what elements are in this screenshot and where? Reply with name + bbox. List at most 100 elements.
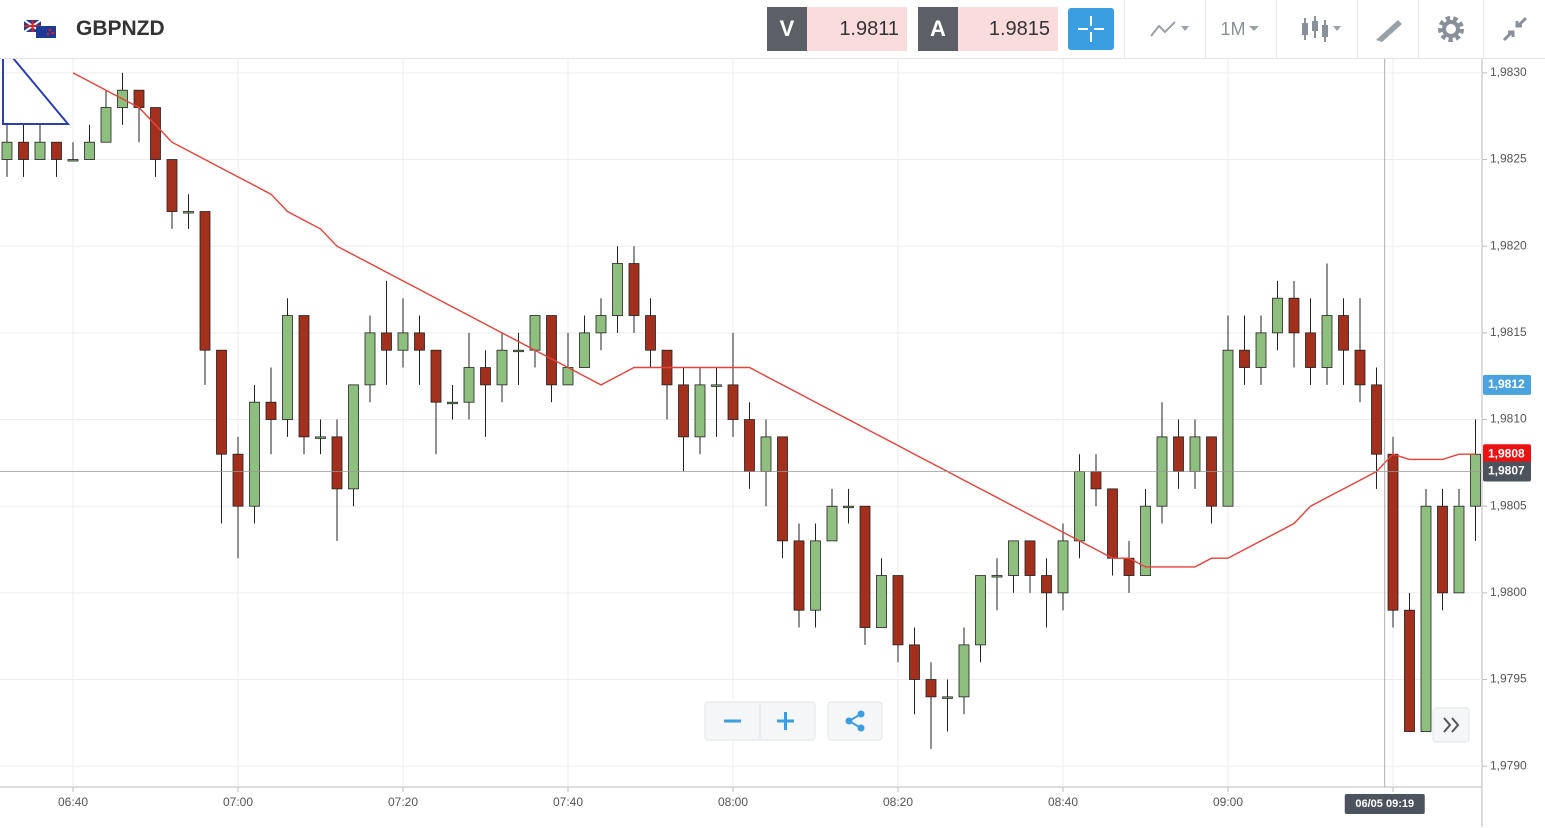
- candle-body: [364, 332, 376, 386]
- candle-body: [1173, 436, 1184, 472]
- candle-body: [1288, 297, 1300, 334]
- candle-body: [909, 644, 920, 680]
- candle-body: [199, 211, 211, 351]
- candle-body: [1404, 609, 1415, 732]
- candle-body: [859, 505, 871, 628]
- candle-body: [282, 315, 293, 420]
- bid-label: V: [767, 7, 807, 51]
- price-marker-label: 1,9808: [1488, 446, 1525, 460]
- candle-body: [232, 453, 244, 507]
- candle-body: [991, 575, 1003, 578]
- y-tick-label: 1,9825: [1490, 152, 1527, 166]
- timeframe-button[interactable]: 1M: [1205, 0, 1276, 58]
- candle-body: [595, 315, 607, 334]
- x-tick-label: 07:20: [388, 795, 418, 809]
- candle-body: [1255, 332, 1267, 368]
- chart-type-button[interactable]: [1124, 0, 1205, 58]
- candle-body: [810, 540, 821, 611]
- candle-body: [414, 332, 425, 351]
- bid-box[interactable]: V 1.9811: [767, 7, 907, 51]
- candle-body: [1074, 471, 1085, 542]
- y-tick-label: 1,9790: [1490, 758, 1527, 772]
- candle-body: [1371, 384, 1382, 455]
- settings-button[interactable]: [1418, 0, 1483, 58]
- candle-body: [1057, 540, 1069, 594]
- candle-body: [397, 332, 409, 351]
- icon: [1248, 26, 1259, 31]
- candle-body: [381, 332, 392, 351]
- candle-body: [1305, 332, 1316, 368]
- price-marker: [1483, 461, 1531, 482]
- x-tick-label: 08:00: [718, 795, 748, 809]
- symbol: GBPNZD: [76, 17, 165, 40]
- candle-body: [1090, 471, 1102, 490]
- crosshair-time: 06/05 09:19: [1355, 798, 1414, 810]
- scroll-icon: [1443, 717, 1460, 733]
- candle-body: [1387, 453, 1399, 611]
- icon: [1376, 20, 1402, 42]
- indicators-button[interactable]: [1276, 0, 1357, 58]
- candle-body: [298, 315, 310, 438]
- candle-body: [34, 141, 46, 160]
- candle-body: [265, 401, 277, 420]
- candle-body: [777, 436, 788, 542]
- candle-body: [1107, 488, 1118, 559]
- candle-body: [694, 384, 706, 438]
- icon: [1302, 16, 1341, 42]
- x-tick-label: 06:40: [58, 795, 88, 809]
- x-tick-label: 07:40: [553, 795, 583, 809]
- icon: [1502, 16, 1528, 42]
- candle-body: [793, 540, 805, 611]
- candle-body: [216, 349, 227, 455]
- candle-body: [1189, 436, 1201, 472]
- ask-price: 1.9815: [958, 7, 1058, 51]
- candle-body: [51, 141, 62, 160]
- share-icon: [857, 724, 865, 732]
- candle-body: [183, 211, 194, 214]
- ask-box[interactable]: A 1.9815: [918, 7, 1058, 51]
- zoom-controls: [704, 701, 1470, 743]
- ask-label: A: [918, 7, 958, 51]
- timeframe: 1M: [1220, 18, 1246, 39]
- flag: [24, 20, 56, 38]
- y-tick-label: 1,9830: [1490, 65, 1527, 79]
- y-tick-label: 1,9800: [1490, 585, 1527, 599]
- candle-body: [249, 401, 260, 507]
- candle-body: [1338, 315, 1349, 351]
- candle-body: [1272, 297, 1283, 334]
- candle-body: [463, 367, 475, 403]
- candle-body: [100, 107, 112, 143]
- candle-body: [529, 315, 541, 351]
- share-button[interactable]: [827, 701, 883, 741]
- candle-body: [1008, 540, 1019, 576]
- y-tick-label: 1,9820: [1490, 238, 1527, 252]
- candle-body: [1140, 505, 1151, 576]
- price-marker: [1483, 374, 1531, 395]
- x-tick-label: 07:00: [223, 795, 253, 809]
- collapse-button[interactable]: [1483, 0, 1545, 58]
- y-tick-label: 1,9805: [1490, 498, 1527, 512]
- draw-button[interactable]: [1357, 0, 1418, 58]
- candle-body: [1470, 453, 1481, 507]
- candle-body: [1, 141, 13, 160]
- candle-body: [612, 263, 623, 316]
- chart: 1,9790 1,9795 1,9800 1,9805 1,9810 1,9815 1,98…: [0, 59, 1531, 827]
- crosshair-button[interactable]: [1068, 8, 1114, 50]
- share-icon: [857, 710, 865, 718]
- candle-body: [876, 575, 887, 628]
- candle-body: [711, 384, 722, 387]
- candle-body: [546, 315, 557, 386]
- y-tick-label: 1,9815: [1490, 325, 1527, 339]
- candle-body: [1420, 505, 1432, 732]
- toolbar: GBPNZD V 1.9811 A 1.9815 1M: [0, 0, 1545, 59]
- candle-body: [67, 159, 79, 162]
- price-marker-label: 1,9812: [1488, 377, 1525, 391]
- x-tick-label: 09:00: [1213, 795, 1243, 809]
- candle-body: [1453, 505, 1465, 594]
- candle-body: [1222, 349, 1234, 507]
- crosshair-time-box: [1344, 794, 1425, 814]
- candle-body: [579, 332, 590, 368]
- candle-body: [760, 436, 772, 472]
- icon: [1078, 16, 1104, 42]
